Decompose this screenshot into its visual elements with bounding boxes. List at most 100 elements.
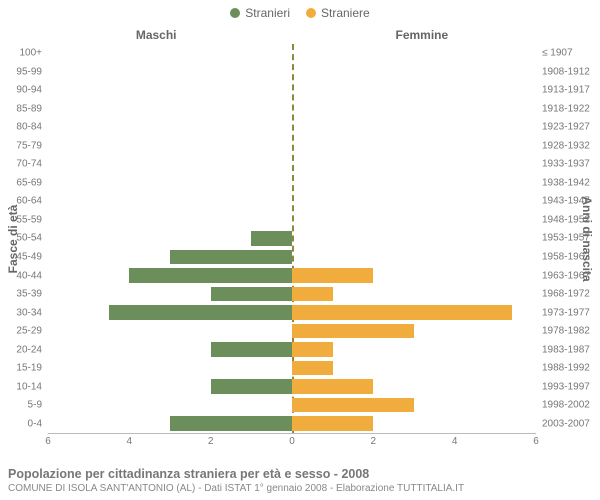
x-tick: 4	[452, 436, 458, 447]
pyramid-row: 60-641943-1947	[48, 192, 536, 211]
pyramid-row: 50-541953-1957	[48, 229, 536, 248]
pyramid-row: 25-291978-1982	[48, 322, 536, 341]
x-axis-ticks: 6 4 2 0 2 4 6	[48, 436, 536, 450]
y-tick-age: 90-94	[16, 85, 48, 96]
x-tick: 2	[208, 436, 214, 447]
y-tick-birth: 1958-1962	[536, 252, 590, 263]
y-tick-age: 80-84	[16, 122, 48, 133]
y-tick-age: 95-99	[16, 66, 48, 77]
bar-male	[211, 287, 292, 302]
bar-male	[109, 305, 292, 320]
y-tick-birth: 1953-1957	[536, 233, 590, 244]
pyramid-row: 65-691938-1942	[48, 174, 536, 193]
bar-female	[292, 379, 373, 394]
y-tick-age: 20-24	[16, 344, 48, 355]
y-tick-age: 40-44	[16, 270, 48, 281]
x-tick: 0	[289, 436, 295, 447]
bar-female	[292, 398, 414, 413]
y-tick-age: 100+	[19, 48, 48, 59]
y-tick-birth: 1978-1982	[536, 326, 590, 337]
pyramid-row: 20-241983-1987	[48, 340, 536, 359]
y-tick-age: 50-54	[16, 233, 48, 244]
legend-dot-male	[230, 8, 240, 18]
bar-male	[170, 416, 292, 431]
y-tick-birth: 1938-1942	[536, 177, 590, 188]
y-tick-birth: 1943-1947	[536, 196, 590, 207]
pyramid-row: 75-791928-1932	[48, 137, 536, 156]
pyramid-row: 30-341973-1977	[48, 303, 536, 322]
y-tick-age: 70-74	[16, 159, 48, 170]
x-tick: 6	[45, 436, 51, 447]
bar-female	[292, 268, 373, 283]
chart-area: Maschi Femmine Fasce di età Anni di nasc…	[48, 44, 536, 434]
y-tick-age: 30-34	[16, 307, 48, 318]
y-tick-age: 55-59	[16, 214, 48, 225]
y-tick-birth: 1908-1912	[536, 66, 590, 77]
pyramid-row: 80-841923-1927	[48, 118, 536, 137]
y-tick-age: 35-39	[16, 289, 48, 300]
y-tick-age: 45-49	[16, 252, 48, 263]
pyramid-row: 90-941913-1917	[48, 81, 536, 100]
bar-male	[211, 342, 292, 357]
pyramid-row: 10-141993-1997	[48, 377, 536, 396]
pyramid-row: 70-741933-1937	[48, 155, 536, 174]
y-tick-age: 5-9	[28, 400, 48, 411]
column-header-female: Femmine	[395, 28, 448, 42]
y-tick-age: 10-14	[16, 381, 48, 392]
y-tick-age: 85-89	[16, 103, 48, 114]
legend-dot-female	[306, 8, 316, 18]
bar-male	[129, 268, 292, 283]
x-tick: 6	[533, 436, 539, 447]
y-tick-birth: ≤ 1907	[536, 48, 573, 59]
bar-female	[292, 416, 373, 431]
x-tick: 4	[127, 436, 133, 447]
bar-male	[251, 231, 292, 246]
y-tick-birth: 1983-1987	[536, 344, 590, 355]
pyramid-row: 95-991908-1912	[48, 63, 536, 82]
y-tick-age: 60-64	[16, 196, 48, 207]
pyramid-row: 45-491958-1962	[48, 248, 536, 267]
y-tick-birth: 1968-1972	[536, 289, 590, 300]
chart-legend: Stranieri Straniere	[0, 0, 600, 20]
bar-female	[292, 361, 333, 376]
y-tick-birth: 1998-2002	[536, 400, 590, 411]
legend-label-male: Stranieri	[245, 6, 290, 20]
pyramid-row: 15-191988-1992	[48, 359, 536, 378]
bar-male	[211, 379, 292, 394]
bar-male	[170, 250, 292, 265]
y-tick-birth: 1928-1932	[536, 140, 590, 151]
column-header-male: Maschi	[136, 28, 177, 42]
y-tick-birth: 1933-1937	[536, 159, 590, 170]
chart-footer: Popolazione per cittadinanza straniera p…	[8, 467, 592, 494]
y-tick-birth: 1988-1992	[536, 363, 590, 374]
legend-item-male: Stranieri	[230, 6, 290, 20]
y-tick-birth: 1948-1952	[536, 214, 590, 225]
footer-subtitle: COMUNE DI ISOLA SANT'ANTONIO (AL) - Dati…	[8, 483, 592, 494]
y-tick-birth: 1923-1927	[536, 122, 590, 133]
legend-label-female: Straniere	[321, 6, 370, 20]
pyramid-row: 35-391968-1972	[48, 285, 536, 304]
y-tick-birth: 1993-1997	[536, 381, 590, 392]
bar-female	[292, 305, 512, 320]
y-tick-birth: 1963-1967	[536, 270, 590, 281]
legend-item-female: Straniere	[306, 6, 370, 20]
y-tick-birth: 1913-1917	[536, 85, 590, 96]
bar-female	[292, 342, 333, 357]
pyramid-row: 100+≤ 1907	[48, 44, 536, 63]
y-tick-birth: 1918-1922	[536, 103, 590, 114]
y-tick-birth: 1973-1977	[536, 307, 590, 318]
footer-title: Popolazione per cittadinanza straniera p…	[8, 467, 592, 481]
y-tick-age: 65-69	[16, 177, 48, 188]
y-tick-birth: 2003-2007	[536, 418, 590, 429]
pyramid-row: 55-591948-1952	[48, 211, 536, 230]
y-tick-age: 75-79	[16, 140, 48, 151]
y-tick-age: 0-4	[28, 418, 48, 429]
pyramid-row: 40-441963-1967	[48, 266, 536, 285]
y-tick-age: 15-19	[16, 363, 48, 374]
bar-female	[292, 324, 414, 339]
pyramid-row: 0-42003-2007	[48, 414, 536, 433]
x-tick: 2	[371, 436, 377, 447]
plot-area: 100+≤ 190795-991908-191290-941913-191785…	[48, 44, 536, 434]
pyramid-row: 5-91998-2002	[48, 396, 536, 415]
y-tick-age: 25-29	[16, 326, 48, 337]
